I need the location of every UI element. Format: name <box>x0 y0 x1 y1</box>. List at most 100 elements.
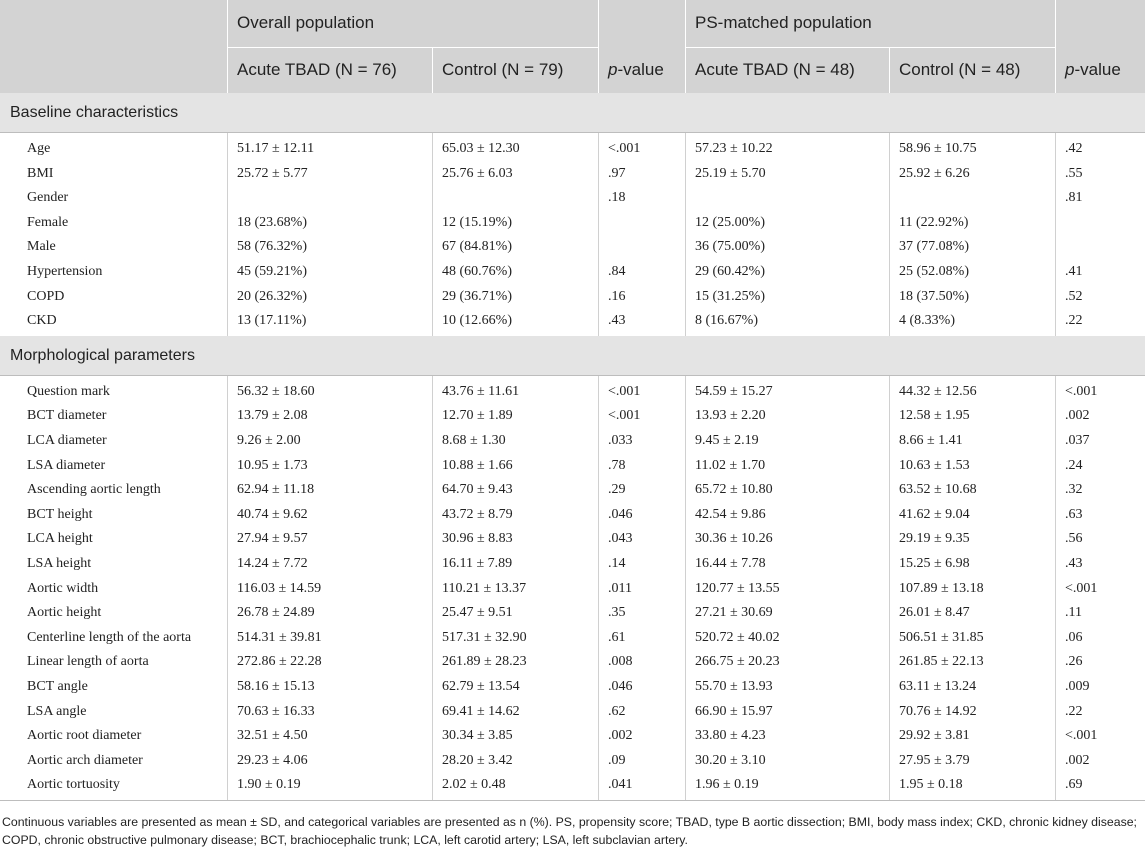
cell: 10.95 ± 1.73 <box>237 457 308 473</box>
cell: 26.01 ± 8.47 <box>899 605 970 621</box>
row-label: BMI <box>27 165 54 181</box>
cell: 32.51 ± 4.50 <box>237 728 308 744</box>
cell: 27.94 ± 9.57 <box>237 531 308 547</box>
cell: 29.23 ± 4.06 <box>237 752 308 768</box>
cell: 33.80 ± 4.23 <box>695 728 766 744</box>
section-title: Baseline characteristics <box>10 104 179 121</box>
cell: 1.96 ± 0.19 <box>695 777 759 793</box>
cell: 261.89 ± 28.23 <box>442 654 527 670</box>
column-header: Acute TBAD (N = 48) <box>695 60 855 79</box>
cell: .033 <box>608 433 633 448</box>
cell: .046 <box>608 506 633 522</box>
cell: 18 (23.68%) <box>237 214 307 230</box>
cell: 4 (8.33%) <box>899 313 955 329</box>
cell: 58 (76.32%) <box>237 239 307 255</box>
row-label: Aortic tortuosity <box>27 777 120 793</box>
header-divider <box>227 47 598 48</box>
cell: 25.76 ± 6.03 <box>442 165 513 181</box>
cell: 1.95 ± 0.18 <box>899 777 963 793</box>
row-label: Aortic height <box>27 605 102 621</box>
cell: .002 <box>1065 408 1090 424</box>
cell: .97 <box>608 165 626 181</box>
cell: 70.63 ± 16.33 <box>237 703 315 719</box>
cell: 12 (15.19%) <box>442 214 512 230</box>
cell: 65.72 ± 10.80 <box>695 482 773 498</box>
cell: 36 (75.00%) <box>695 239 765 255</box>
cell: 43.76 ± 11.61 <box>442 383 520 399</box>
cell: <.001 <box>608 383 641 399</box>
cell: 13.93 ± 2.20 <box>695 408 766 424</box>
header-background <box>0 0 1145 93</box>
cell: 58.16 ± 15.13 <box>237 679 315 694</box>
cell: .69 <box>1065 777 1083 793</box>
cell: 62.79 ± 13.54 <box>442 679 520 694</box>
header-divider <box>598 0 599 93</box>
row-label: LCA height <box>27 531 93 547</box>
cell: 48 (60.76%) <box>442 264 512 279</box>
cell: 20 (26.32%) <box>237 288 307 304</box>
cell: .78 <box>608 457 626 473</box>
row-label: Linear length of aorta <box>27 654 149 670</box>
cell: 272.86 ± 22.28 <box>237 654 322 670</box>
cell: <.001 <box>1065 728 1098 744</box>
cell: .09 <box>608 752 626 768</box>
row-label: Male <box>27 239 56 255</box>
header-divider <box>227 0 228 93</box>
column-header: Control (N = 79) <box>442 60 564 79</box>
cell: 29.92 ± 3.81 <box>899 728 970 744</box>
group-header: Overall population <box>237 13 375 32</box>
section-background <box>0 335 1145 376</box>
cell: .037 <box>1065 433 1090 448</box>
header-divider <box>1055 0 1056 93</box>
cell: .62 <box>608 703 626 719</box>
cell: 116.03 ± 14.59 <box>237 580 322 596</box>
row-label: BCT height <box>27 506 93 522</box>
row-label: LSA angle <box>27 703 87 719</box>
cell: 13.79 ± 2.08 <box>237 408 308 424</box>
cell: 58.96 ± 10.75 <box>899 141 977 156</box>
header-divider <box>685 0 686 93</box>
cell: 63.11 ± 13.24 <box>899 679 977 694</box>
section-title: Morphological parameters <box>10 346 195 364</box>
cell: 25.47 ± 9.51 <box>442 605 513 621</box>
row-label: Age <box>27 141 51 156</box>
cell: .009 <box>1065 679 1090 694</box>
cell: 514.31 ± 39.81 <box>237 629 322 645</box>
cell: 266.75 ± 20.23 <box>695 654 780 670</box>
cell: <.001 <box>608 141 641 156</box>
cell: 62.94 ± 11.18 <box>237 482 315 498</box>
cell: 2.02 ± 0.48 <box>442 777 506 793</box>
cell: 70.76 ± 14.92 <box>899 703 977 719</box>
row-label: LSA diameter <box>27 457 106 473</box>
cell: 63.52 ± 10.68 <box>899 482 977 498</box>
cell: 66.90 ± 15.97 <box>695 703 773 719</box>
row-label: Question mark <box>27 383 110 399</box>
column-divider <box>1055 133 1056 336</box>
cell: 55.70 ± 13.93 <box>695 679 773 694</box>
cell: 12.70 ± 1.89 <box>442 408 513 424</box>
cell: <.001 <box>608 408 641 424</box>
cell: 45 (59.21%) <box>237 264 307 279</box>
cell: 43.72 ± 8.79 <box>442 506 513 522</box>
cell: .81 <box>1065 190 1083 206</box>
column-divider <box>889 375 890 800</box>
row-label: Gender <box>27 190 69 206</box>
row-label: BCT angle <box>27 679 88 694</box>
cell: 57.23 ± 10.22 <box>695 141 773 156</box>
cell: 30.96 ± 8.83 <box>442 531 513 547</box>
column-divider <box>227 375 228 800</box>
cell: 12.58 ± 1.95 <box>899 408 970 424</box>
row-label: Female <box>27 214 69 230</box>
row-label: LSA height <box>27 556 92 571</box>
row-label: Aortic arch diameter <box>27 752 143 768</box>
cell: 41.62 ± 9.04 <box>899 506 970 522</box>
footnote: Continuous variables are presented as me… <box>2 815 1137 847</box>
cell: 44.32 ± 12.56 <box>899 383 977 399</box>
cell: 14.24 ± 7.72 <box>237 556 308 571</box>
row-label: Aortic root diameter <box>27 728 142 744</box>
cell: 107.89 ± 13.18 <box>899 580 984 596</box>
cell: 11.02 ± 1.70 <box>695 457 766 473</box>
cell: .18 <box>608 190 626 206</box>
column-divider <box>598 133 599 336</box>
